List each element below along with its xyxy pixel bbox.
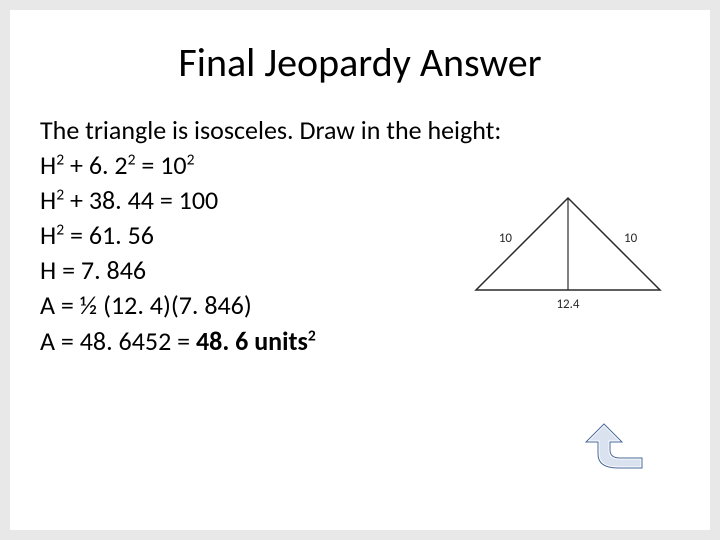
answer-text: 48. 6 units bbox=[196, 325, 308, 357]
text: A = 48. 6452 = bbox=[40, 325, 196, 357]
text-line: The triangle is isosceles. Draw in the h… bbox=[40, 113, 680, 148]
superscript: 2 bbox=[187, 150, 195, 169]
text: H bbox=[40, 149, 56, 181]
triangle-base-label: 12.4 bbox=[556, 297, 579, 312]
text: H bbox=[40, 219, 56, 251]
slide-title: Final Jeopardy Answer bbox=[40, 38, 680, 87]
superscript: 2 bbox=[56, 150, 64, 169]
text: = 10 bbox=[136, 149, 187, 181]
superscript: 2 bbox=[308, 326, 316, 345]
superscript: 2 bbox=[56, 186, 64, 205]
triangle-diagram: 10 10 12.4 bbox=[468, 190, 668, 320]
slide: Final Jeopardy Answer The triangle is is… bbox=[10, 10, 710, 530]
return-arrow-icon[interactable] bbox=[582, 414, 650, 470]
arrow-shape bbox=[586, 424, 642, 468]
text: + 38. 44 = 100 bbox=[64, 184, 218, 216]
triangle-right-label: 10 bbox=[624, 231, 638, 246]
text-line: H2 + 6. 22 = 102 bbox=[40, 148, 680, 183]
superscript: 2 bbox=[56, 221, 64, 240]
text: H bbox=[40, 184, 56, 216]
text: + 6. 2 bbox=[64, 149, 128, 181]
triangle-left-label: 10 bbox=[499, 231, 513, 246]
superscript: 2 bbox=[128, 150, 136, 169]
text: = 61. 56 bbox=[64, 219, 154, 251]
text-line: A = 48. 6452 = 48. 6 units2 bbox=[40, 324, 680, 359]
